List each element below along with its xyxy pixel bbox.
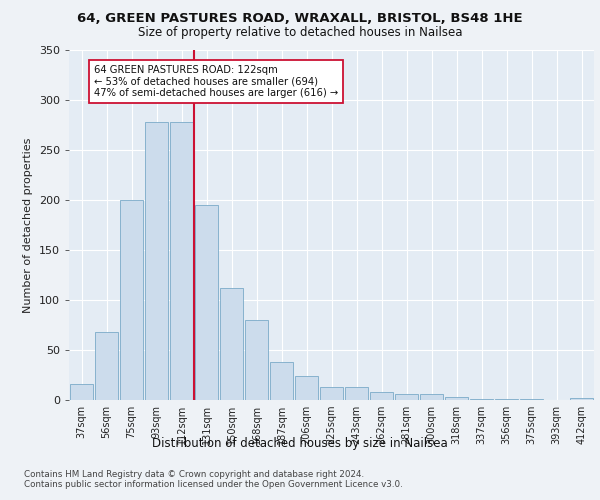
- Text: Contains HM Land Registry data © Crown copyright and database right 2024.
Contai: Contains HM Land Registry data © Crown c…: [24, 470, 403, 490]
- Bar: [320, 387, 343, 400]
- Bar: [145, 122, 168, 400]
- Bar: [170, 122, 193, 400]
- Text: Size of property relative to detached houses in Nailsea: Size of property relative to detached ho…: [138, 26, 462, 39]
- Bar: [345, 387, 368, 400]
- Bar: [70, 384, 93, 400]
- Bar: [395, 394, 418, 400]
- Bar: [520, 399, 543, 400]
- Text: 64, GREEN PASTURES ROAD, WRAXALL, BRISTOL, BS48 1HE: 64, GREEN PASTURES ROAD, WRAXALL, BRISTO…: [77, 12, 523, 26]
- Y-axis label: Number of detached properties: Number of detached properties: [23, 138, 33, 312]
- Bar: [445, 397, 468, 400]
- Bar: [470, 399, 493, 400]
- Bar: [95, 332, 118, 400]
- Text: 64 GREEN PASTURES ROAD: 122sqm
← 53% of detached houses are smaller (694)
47% of: 64 GREEN PASTURES ROAD: 122sqm ← 53% of …: [94, 65, 338, 98]
- Bar: [420, 394, 443, 400]
- Bar: [195, 205, 218, 400]
- Bar: [295, 376, 318, 400]
- Bar: [570, 398, 593, 400]
- Bar: [495, 399, 518, 400]
- Bar: [220, 288, 243, 400]
- Text: Distribution of detached houses by size in Nailsea: Distribution of detached houses by size …: [152, 438, 448, 450]
- Bar: [245, 320, 268, 400]
- Bar: [270, 362, 293, 400]
- Bar: [370, 392, 393, 400]
- Bar: [120, 200, 143, 400]
